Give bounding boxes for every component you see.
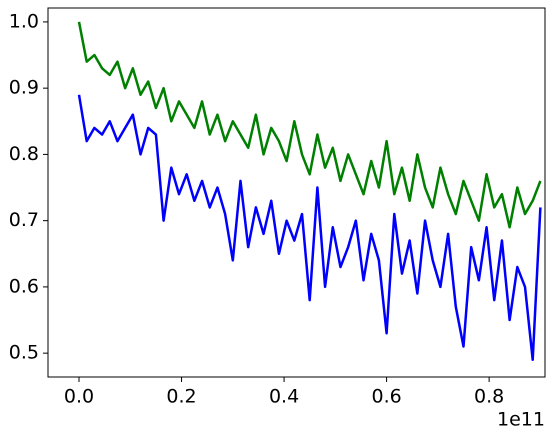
y-tick-label: 0.6 (9, 275, 39, 297)
x-tick-label: 0.0 (64, 386, 94, 408)
x-tick-label: 0.4 (269, 386, 299, 408)
y-tick-label: 1.0 (9, 10, 39, 32)
plot-frame (47, 7, 546, 378)
x-tick-label: 0.2 (166, 386, 196, 408)
x-offset-label: 1e11 (497, 409, 545, 431)
y-tick-label: 0.9 (9, 77, 39, 99)
data-line (77, 94, 542, 362)
y-tick-label: 0.5 (9, 342, 39, 364)
x-tick-label: 0.6 (371, 386, 401, 408)
y-tick-label: 0.8 (9, 143, 39, 165)
data-line (77, 21, 542, 229)
x-tick-label: 0.8 (474, 386, 504, 408)
y-tick-label: 0.7 (9, 209, 39, 231)
